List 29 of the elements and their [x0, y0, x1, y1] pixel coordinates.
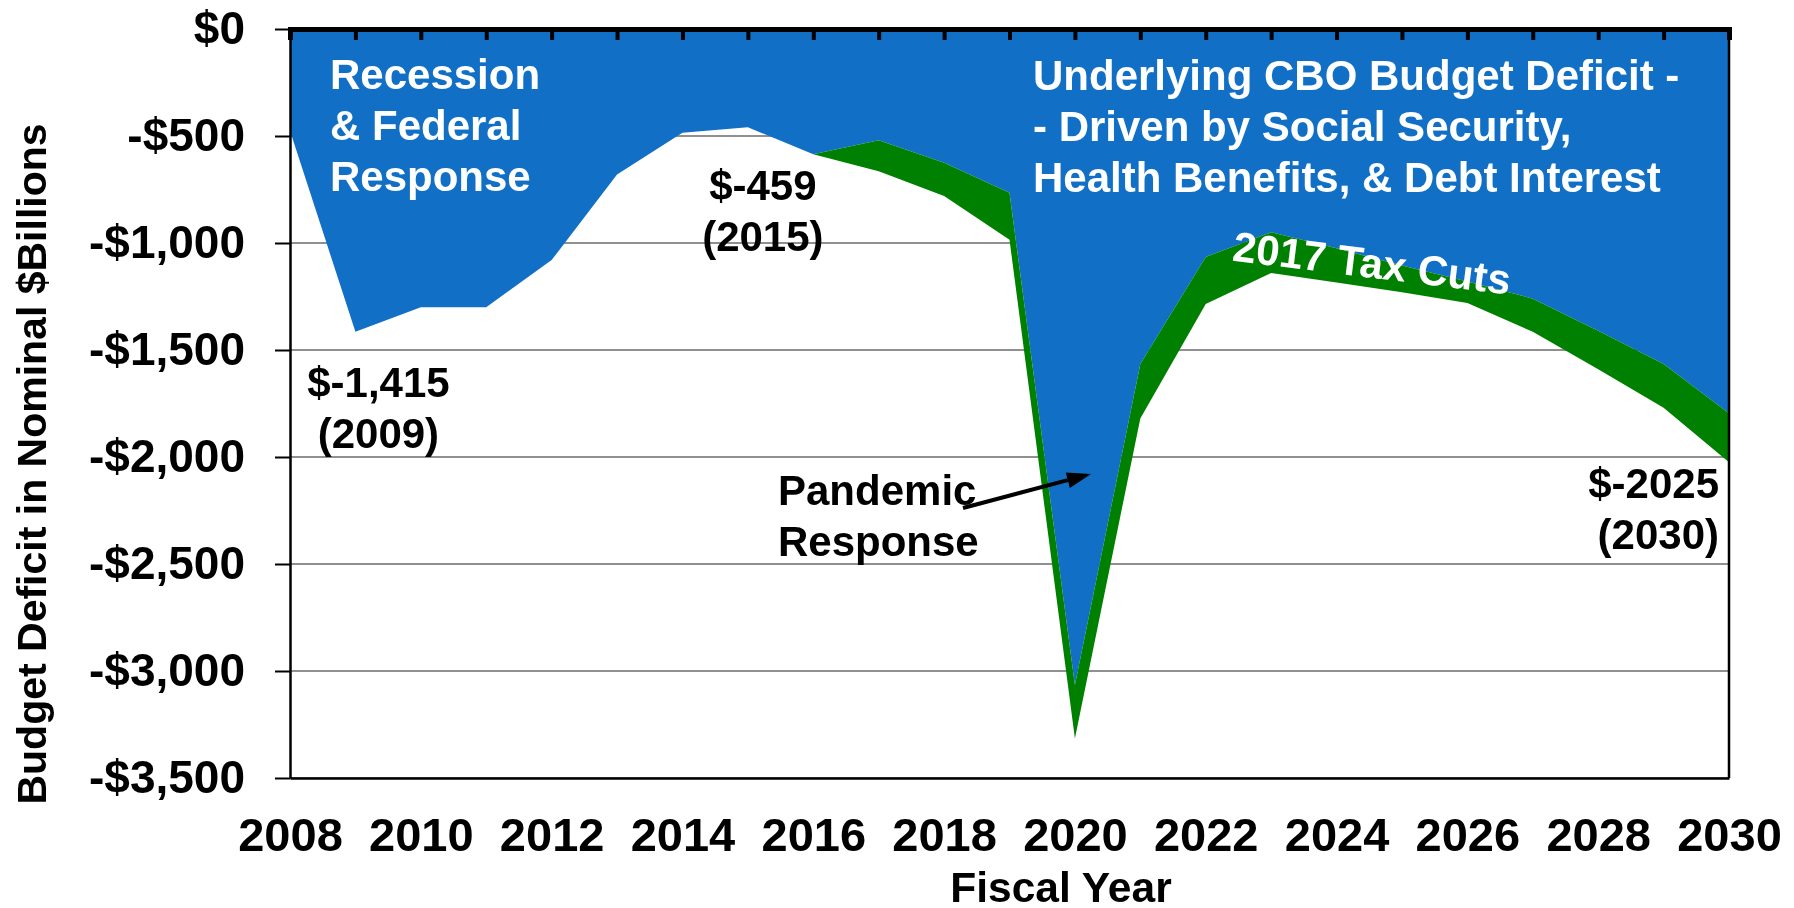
annotation: Pandemic Response: [778, 467, 979, 565]
x-tick-label: 2028: [1546, 808, 1651, 862]
annotation: $-2025 (2030): [1588, 460, 1719, 559]
y-tick-label: -$500: [127, 109, 245, 162]
x-axis-title: Fiscal Year: [950, 864, 1172, 908]
y-tick-label: -$2,500: [88, 537, 245, 590]
x-tick-label: 2018: [892, 808, 997, 862]
y-tick-label: -$1,500: [88, 323, 245, 376]
series-label: 2017 Tax Cuts: [1230, 222, 1514, 304]
y-tick-label: $0: [193, 2, 245, 55]
annotation: Underlying CBO Budget Deficit - - Driven by Social Security, Health Benefits, & Debt Interest: [1033, 52, 1680, 201]
x-tick-label: 2014: [630, 808, 736, 862]
x-tick-label: 2022: [1153, 808, 1259, 862]
x-tick-label: 2016: [761, 808, 867, 862]
x-tick-label: 2010: [369, 808, 474, 862]
x-tick-label: 2008: [238, 808, 343, 862]
annotation: $-1,415 (2009): [307, 358, 450, 457]
y-tick-label: -$2,000: [88, 430, 245, 483]
x-tick-label: 2024: [1284, 808, 1390, 862]
y-tick-label: -$1,000: [88, 216, 245, 269]
annotation: Recession & Federal Response: [330, 51, 541, 200]
x-tick-label: 2030: [1677, 808, 1782, 862]
y-axis-title: Budget Deficit in Nominal $Billions: [9, 123, 56, 805]
y-tick-label: -$3,500: [88, 751, 245, 804]
y-tick-label: -$3,000: [88, 644, 245, 697]
x-tick-label: 2012: [499, 808, 605, 862]
x-tick-label: 2020: [1023, 808, 1128, 862]
annotation: $-459 (2015): [702, 162, 824, 261]
x-tick-label: 2026: [1415, 808, 1521, 862]
